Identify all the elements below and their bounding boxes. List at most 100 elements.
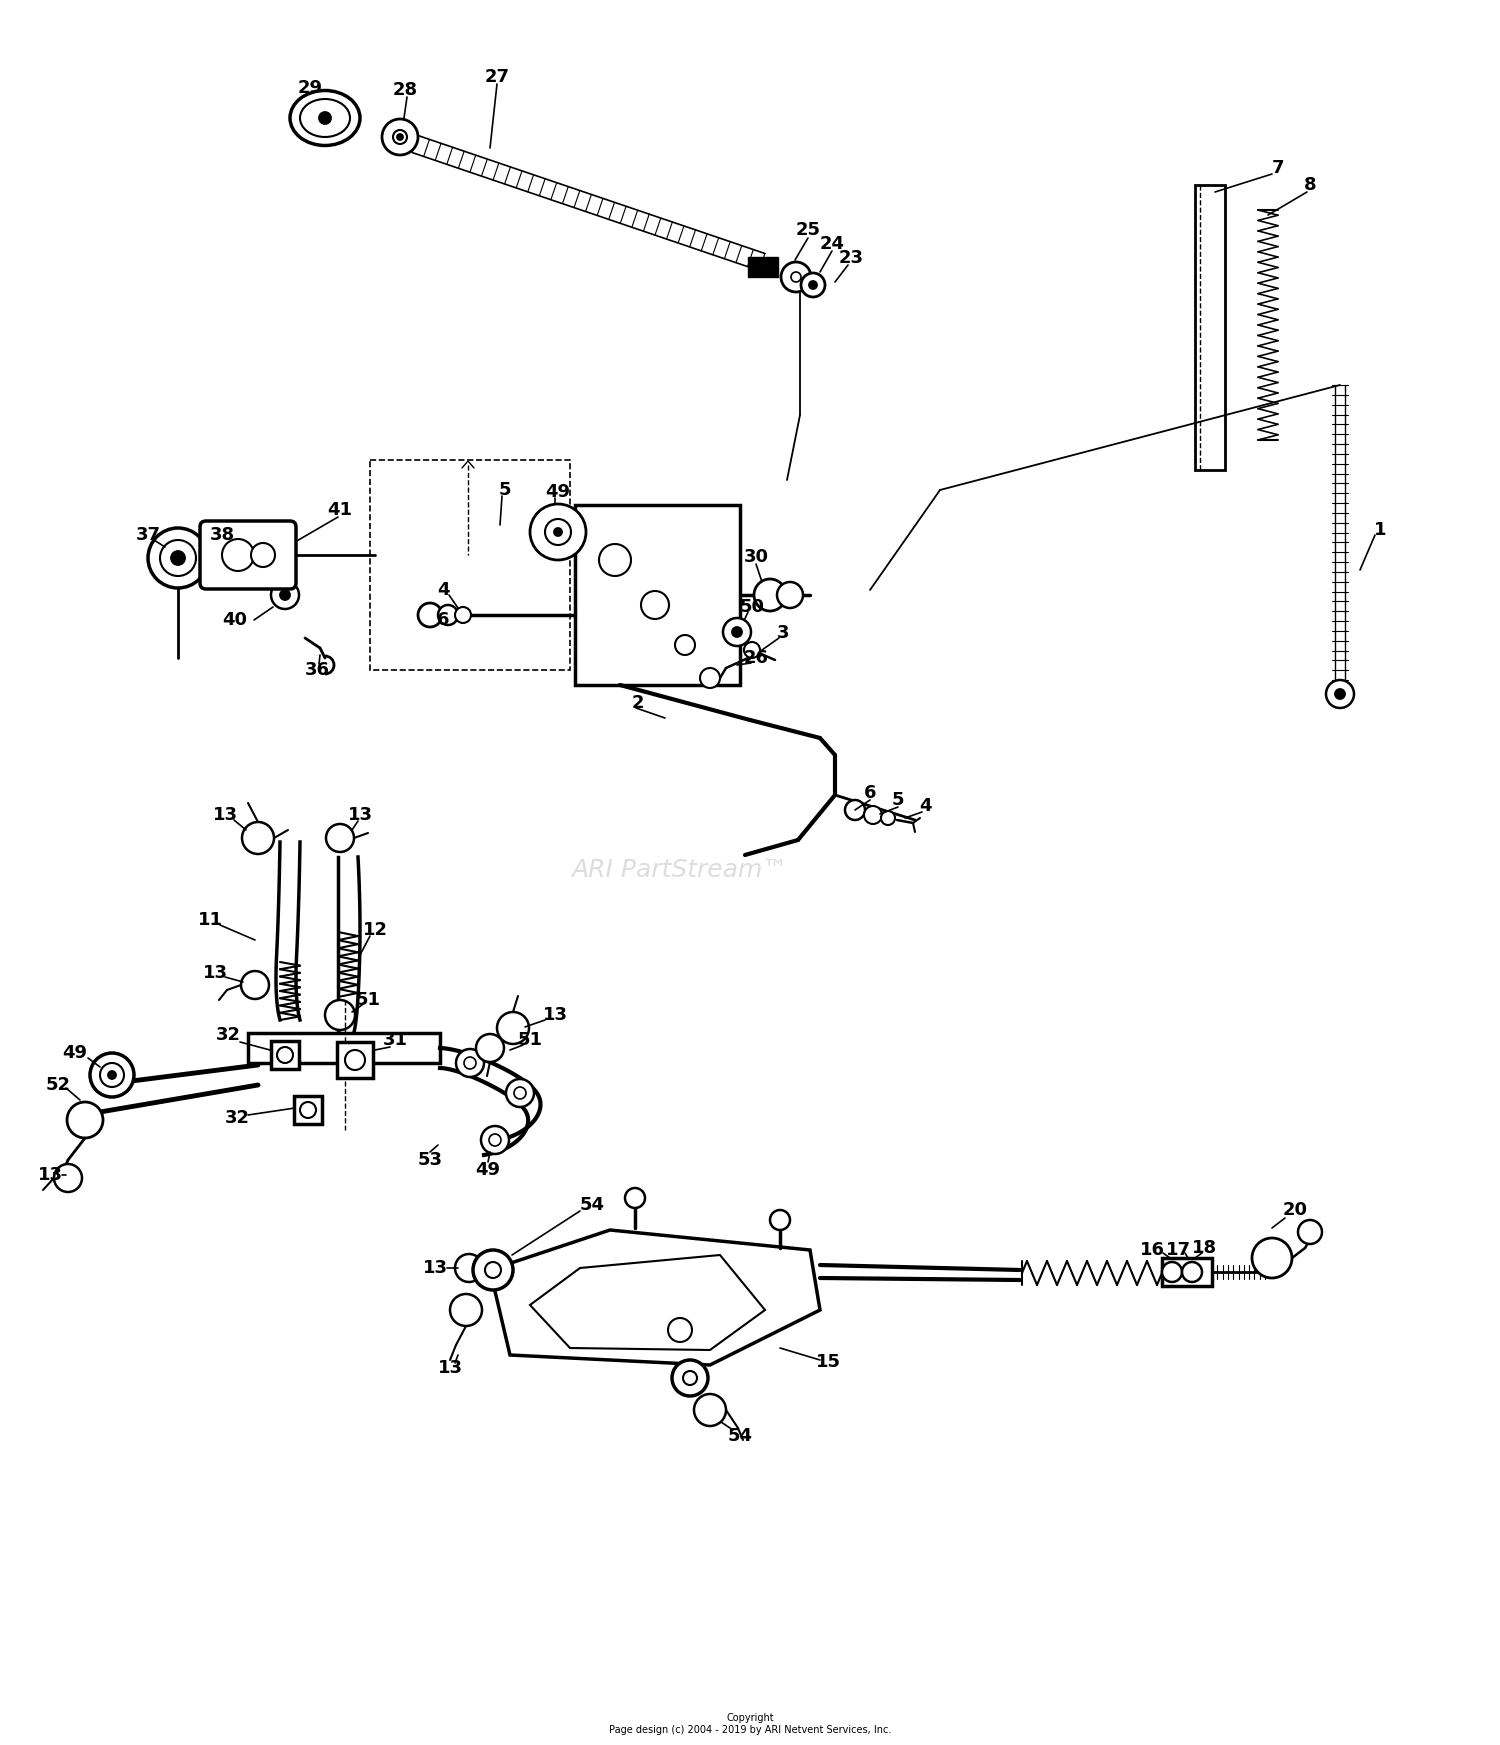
Circle shape	[382, 119, 418, 155]
Text: 13: 13	[202, 963, 228, 982]
Text: 13: 13	[38, 1166, 63, 1185]
Circle shape	[251, 543, 274, 567]
Circle shape	[398, 134, 404, 140]
Text: ARI PartStream™: ARI PartStream™	[572, 859, 788, 881]
Circle shape	[160, 539, 196, 576]
Text: 7: 7	[1272, 159, 1284, 176]
Circle shape	[242, 822, 274, 853]
Circle shape	[544, 518, 572, 544]
Bar	[748, 257, 778, 277]
Circle shape	[682, 1372, 698, 1386]
Circle shape	[598, 544, 632, 576]
Text: 13: 13	[438, 1359, 462, 1377]
Circle shape	[496, 1012, 530, 1044]
Text: 5: 5	[891, 790, 904, 810]
Circle shape	[419, 604, 442, 626]
Text: 24: 24	[819, 236, 844, 253]
Circle shape	[472, 1249, 513, 1290]
Circle shape	[345, 1050, 364, 1070]
Circle shape	[777, 583, 802, 607]
Text: 4: 4	[436, 581, 450, 599]
Bar	[1162, 1258, 1212, 1286]
Circle shape	[242, 970, 268, 998]
Circle shape	[326, 1000, 356, 1030]
Text: 12: 12	[363, 921, 387, 939]
Circle shape	[278, 1047, 292, 1063]
Circle shape	[393, 129, 406, 145]
Text: Page design (c) 2004 - 2019 by ARI Netvent Services, Inc.: Page design (c) 2004 - 2019 by ARI Netve…	[609, 1726, 891, 1735]
Text: 18: 18	[1192, 1239, 1218, 1256]
Circle shape	[1298, 1220, 1322, 1244]
Text: 16: 16	[1140, 1241, 1164, 1258]
Bar	[272, 1042, 298, 1070]
Circle shape	[320, 112, 332, 124]
Circle shape	[482, 1126, 508, 1153]
Text: 32: 32	[216, 1026, 240, 1044]
Circle shape	[108, 1071, 116, 1078]
Circle shape	[1182, 1262, 1202, 1283]
Text: 52: 52	[45, 1077, 70, 1094]
Text: 6: 6	[864, 784, 876, 803]
Text: 30: 30	[744, 548, 768, 565]
Circle shape	[100, 1063, 124, 1087]
Text: 13: 13	[348, 806, 372, 824]
Text: 54: 54	[728, 1427, 753, 1445]
Text: 37: 37	[135, 525, 160, 544]
Circle shape	[148, 529, 208, 588]
Circle shape	[1252, 1237, 1292, 1277]
Text: 6: 6	[436, 611, 450, 628]
Text: 41: 41	[327, 501, 352, 518]
Bar	[370, 461, 570, 670]
Circle shape	[672, 1359, 708, 1396]
Circle shape	[844, 799, 865, 820]
Circle shape	[530, 504, 586, 560]
Circle shape	[626, 1188, 645, 1208]
Text: 3: 3	[777, 625, 789, 642]
Circle shape	[454, 1255, 483, 1283]
Text: 13: 13	[543, 1007, 567, 1024]
Text: 20: 20	[1282, 1201, 1308, 1220]
Text: 11: 11	[198, 911, 222, 928]
Circle shape	[732, 626, 742, 637]
Text: 53: 53	[417, 1152, 442, 1169]
Text: 49: 49	[546, 483, 570, 501]
Text: 32: 32	[225, 1110, 249, 1127]
Circle shape	[754, 579, 786, 611]
Circle shape	[300, 1103, 316, 1119]
Circle shape	[1162, 1262, 1182, 1283]
Text: 25: 25	[795, 222, 820, 239]
Bar	[248, 1033, 440, 1063]
Circle shape	[782, 262, 812, 291]
Circle shape	[68, 1103, 104, 1138]
Circle shape	[864, 806, 882, 824]
Circle shape	[770, 1209, 790, 1230]
Bar	[574, 504, 740, 686]
Circle shape	[222, 539, 254, 571]
Circle shape	[484, 1262, 501, 1277]
Text: 49: 49	[476, 1160, 501, 1180]
Circle shape	[700, 668, 720, 688]
Circle shape	[1326, 681, 1354, 708]
Text: 40: 40	[222, 611, 248, 628]
Circle shape	[675, 635, 694, 654]
Text: 29: 29	[297, 79, 322, 98]
Text: 38: 38	[210, 525, 234, 544]
Text: 13: 13	[423, 1258, 447, 1277]
Text: 23: 23	[839, 250, 864, 267]
Circle shape	[640, 592, 669, 619]
Text: 28: 28	[393, 80, 417, 99]
Text: 27: 27	[484, 68, 510, 86]
Text: 51: 51	[518, 1031, 543, 1049]
Circle shape	[450, 1295, 482, 1326]
Text: 4: 4	[918, 797, 932, 815]
Ellipse shape	[290, 91, 360, 145]
Text: 8: 8	[1304, 176, 1317, 194]
Circle shape	[438, 606, 458, 625]
Text: 50: 50	[740, 599, 765, 616]
Circle shape	[280, 590, 290, 600]
Circle shape	[694, 1394, 726, 1426]
Bar	[1196, 185, 1225, 469]
Text: 31: 31	[382, 1031, 408, 1049]
Circle shape	[90, 1052, 134, 1098]
Circle shape	[801, 272, 825, 297]
